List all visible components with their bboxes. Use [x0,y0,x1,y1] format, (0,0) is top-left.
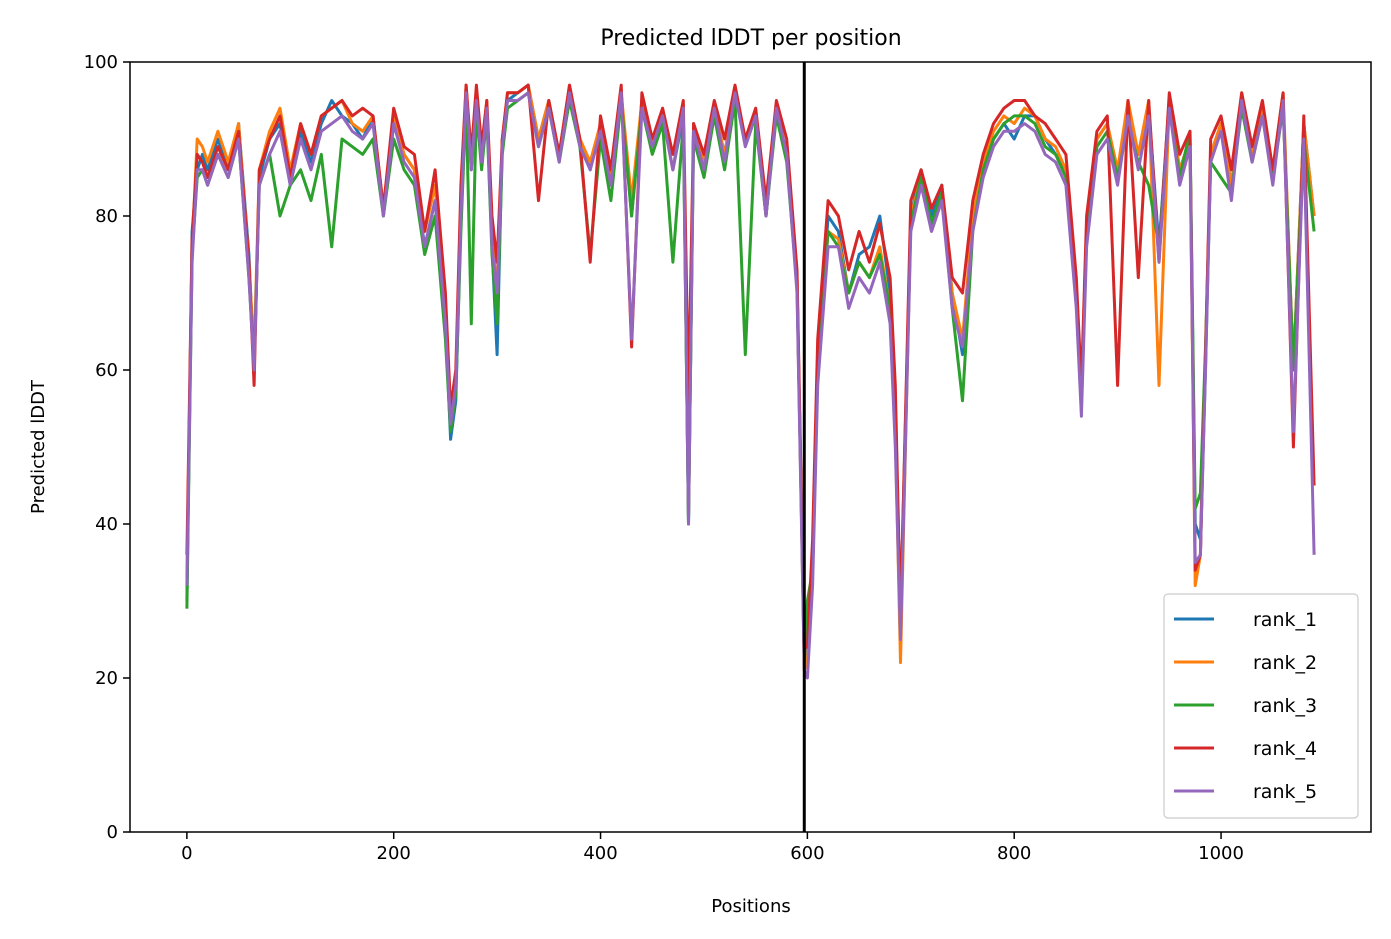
plot-frame [129,61,1372,833]
legend-box [1163,593,1359,819]
series-layer [185,83,1316,680]
x-tick-label: 0 [181,843,192,864]
legend-label-rank-4: rank_4 [1253,738,1317,760]
x-tick-label: 800 [997,843,1031,864]
x-tick-label: 400 [583,843,617,864]
y-axis-label: Predicted lDDT [28,379,49,514]
chart-title: Predicted lDDT per position [600,26,901,51]
x-tick-label: 600 [790,843,824,864]
series-line-rank-4 [185,83,1316,649]
series-line-rank-5 [185,91,1316,680]
y-tick-label: 80 [95,206,118,227]
y-tick-label: 0 [107,822,118,843]
x-axis-label: Positions [711,896,790,917]
x-tick-label: 200 [377,843,411,864]
x-tick-label: 1000 [1198,843,1244,864]
y-tick-label: 100 [84,52,118,73]
legend-label-rank-3: rank_3 [1253,695,1317,717]
axis-ticks: 0 200 400 600 800 1000 0 20 40 60 80 100 [84,52,1244,864]
y-tick-label: 60 [95,360,118,381]
y-tick-label: 20 [95,668,118,689]
legend: rank_1 rank_2 rank_3 rank_4 rank_5 [1163,593,1359,819]
legend-label-rank-1: rank_1 [1253,609,1317,631]
y-tick-label: 40 [95,514,118,535]
legend-label-rank-5: rank_5 [1253,781,1317,803]
legend-label-rank-2: rank_2 [1253,652,1317,674]
